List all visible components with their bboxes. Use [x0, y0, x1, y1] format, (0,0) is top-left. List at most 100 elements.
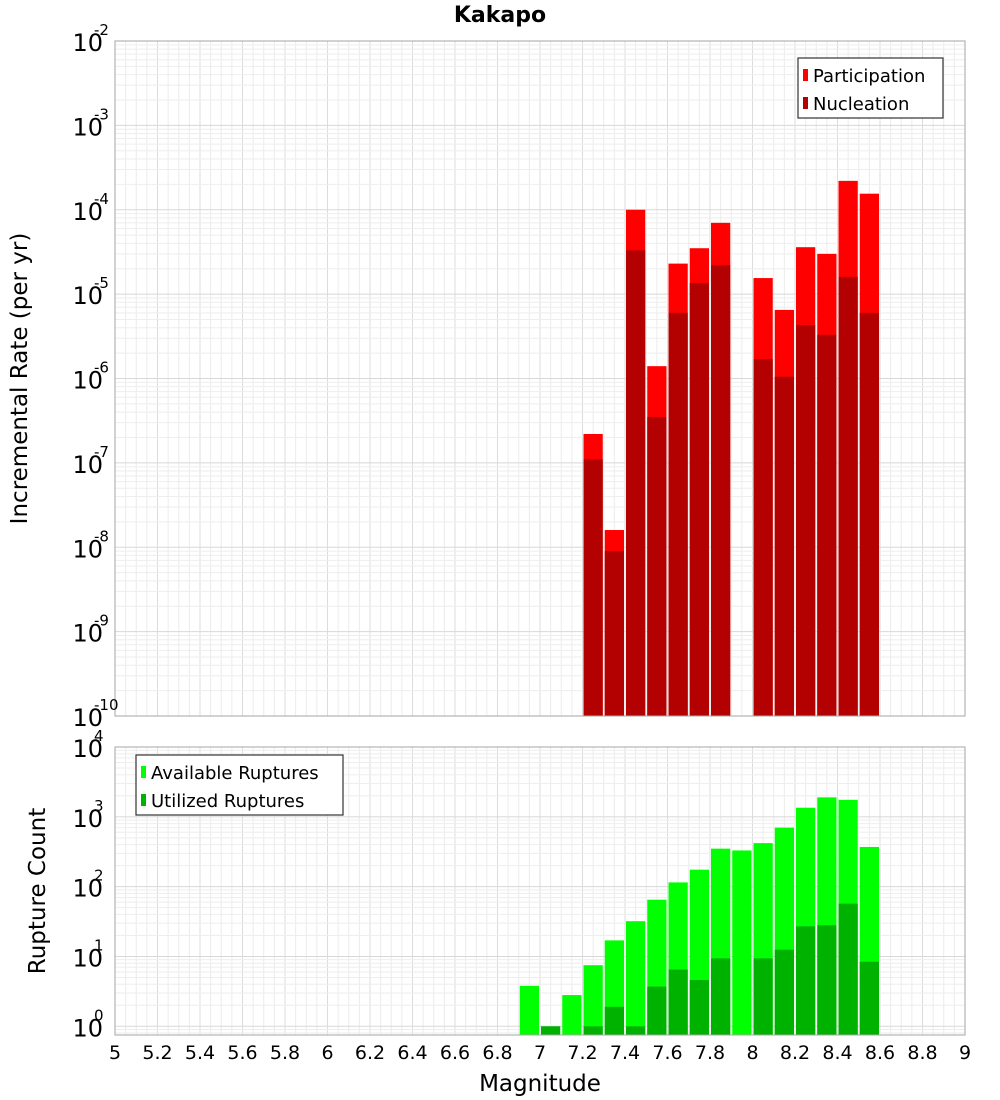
bar-available-ruptures	[732, 850, 752, 1035]
bar-nucleation	[753, 359, 773, 716]
bar-utilized-ruptures	[774, 949, 794, 1035]
x-tick-label: 6	[321, 1042, 333, 1064]
bar-available-ruptures	[562, 995, 582, 1035]
y-axis-title: Incremental Rate (per yr)	[7, 233, 33, 525]
y-tick-base: 10	[72, 805, 103, 833]
bar-nucleation	[817, 334, 837, 716]
bar-nucleation	[647, 416, 667, 716]
bar-nucleation	[583, 459, 603, 716]
bar-utilized-ruptures	[541, 1026, 561, 1035]
y-tick-exponent: 4	[94, 727, 104, 745]
bar-utilized-ruptures	[689, 980, 709, 1035]
x-tick-label: 8.2	[780, 1042, 810, 1064]
legend-box	[135, 754, 344, 816]
bar-utilized-ruptures	[859, 961, 879, 1035]
y-tick-label: 102	[72, 867, 103, 903]
y-tick-exponent: -8	[94, 527, 109, 545]
bar-nucleation	[604, 551, 624, 716]
bar-available-ruptures	[583, 965, 603, 1035]
y-tick-label: 104	[72, 727, 103, 763]
bar-utilized-ruptures	[583, 1026, 603, 1035]
bar-utilized-ruptures	[626, 1026, 646, 1035]
x-tick-label: 6.2	[355, 1042, 385, 1064]
y-tick-label: 10-6	[72, 359, 109, 395]
bars	[519, 797, 879, 1035]
legend-label: Participation	[813, 66, 925, 87]
x-tick-label: 8	[746, 1042, 758, 1064]
x-tick-labels: 5 5.2 5.4 5.6 5.8 6 6.2 6.4 6.6 6.8 7 7.2 7.4 7.6 7.8 8…	[109, 1042, 971, 1064]
x-tick-label: 6.4	[397, 1042, 427, 1064]
bar-nucleation	[859, 312, 879, 716]
y-tick-label: 10-2	[72, 21, 109, 57]
y-tick-base: 10	[72, 535, 103, 563]
y-tick-base: 10	[72, 620, 103, 648]
y-tick-base: 10	[72, 944, 103, 972]
bar-utilized-ruptures	[604, 1006, 624, 1035]
y-tick-exponent: -7	[94, 443, 109, 461]
y-tick-exponent: -9	[94, 612, 109, 630]
y-tick-label: 10-5	[72, 274, 109, 310]
y-tick-label: 10-8	[72, 527, 109, 563]
bar-utilized-ruptures	[796, 926, 816, 1035]
rate-panel: 10-1010-910-810-710-610-510-410-310-2Inc…	[7, 21, 966, 732]
x-tick-label: 9	[959, 1042, 971, 1064]
bar-nucleation	[774, 376, 794, 716]
y-tick-exponent: 2	[94, 867, 104, 885]
x-tick-label: 5.6	[227, 1042, 257, 1064]
legend-swatch	[141, 794, 146, 806]
y-tick-base: 10	[72, 735, 103, 763]
y-tick-label: 100	[72, 1006, 103, 1042]
bar-available-ruptures	[519, 985, 539, 1035]
y-axis-title: Rupture Count	[25, 808, 51, 974]
y-tick-exponent: 3	[94, 797, 104, 815]
x-tick-label: 8.8	[907, 1042, 937, 1064]
y-tick-base: 10	[72, 113, 103, 141]
legend: Participation Nucleation	[797, 57, 944, 119]
y-tick-exponent: -10	[94, 696, 119, 714]
y-tick-label: 10-3	[72, 105, 109, 141]
y-tick-exponent: -5	[94, 274, 109, 292]
y-tick-exponent: -6	[94, 359, 109, 377]
bar-available-ruptures	[626, 921, 646, 1035]
bar-utilized-ruptures	[647, 986, 667, 1035]
grid-lines	[114, 40, 966, 717]
y-tick-exponent: -2	[94, 21, 109, 39]
plot-border	[114, 746, 966, 1036]
y-tick-base: 10	[72, 1014, 103, 1042]
y-tick-base: 10	[72, 367, 103, 395]
plot-border	[114, 40, 966, 717]
y-tick-exponent: -3	[94, 105, 109, 123]
x-tick-label: 6.8	[482, 1042, 512, 1064]
x-tick-label: 5.8	[270, 1042, 300, 1064]
legend-label: Nucleation	[813, 94, 909, 115]
y-tick-label: 10-4	[72, 190, 109, 226]
x-tick-label: 5.2	[142, 1042, 172, 1064]
y-tick-label: 103	[72, 797, 103, 833]
bar-utilized-ruptures	[668, 969, 688, 1035]
y-tick-label: 101	[72, 936, 103, 972]
x-tick-label: 8.6	[865, 1042, 895, 1064]
bar-nucleation	[796, 325, 816, 716]
bar-nucleation	[838, 276, 858, 716]
legend-label: Utilized Ruptures	[151, 791, 304, 812]
x-tick-label: 7.6	[652, 1042, 682, 1064]
y-tick-base: 10	[72, 29, 103, 57]
x-tick-label: 7	[534, 1042, 546, 1064]
legend: Available Ruptures Utilized Ruptures	[135, 754, 344, 816]
bar-nucleation	[626, 250, 646, 717]
x-tick-label: 8.4	[822, 1042, 852, 1064]
legend-box	[797, 57, 944, 119]
y-tick-label: 10-7	[72, 443, 109, 479]
bar-utilized-ruptures	[753, 958, 773, 1035]
x-tick-label: 7.8	[695, 1042, 725, 1064]
legend-swatch	[803, 97, 808, 109]
x-tick-label: 7.4	[610, 1042, 640, 1064]
x-tick-label: 6.6	[440, 1042, 470, 1064]
x-tick-label: 5.4	[185, 1042, 215, 1064]
legend-label: Available Ruptures	[151, 763, 319, 784]
legend-swatch	[803, 69, 808, 81]
y-tick-label: 10-10	[72, 696, 118, 732]
